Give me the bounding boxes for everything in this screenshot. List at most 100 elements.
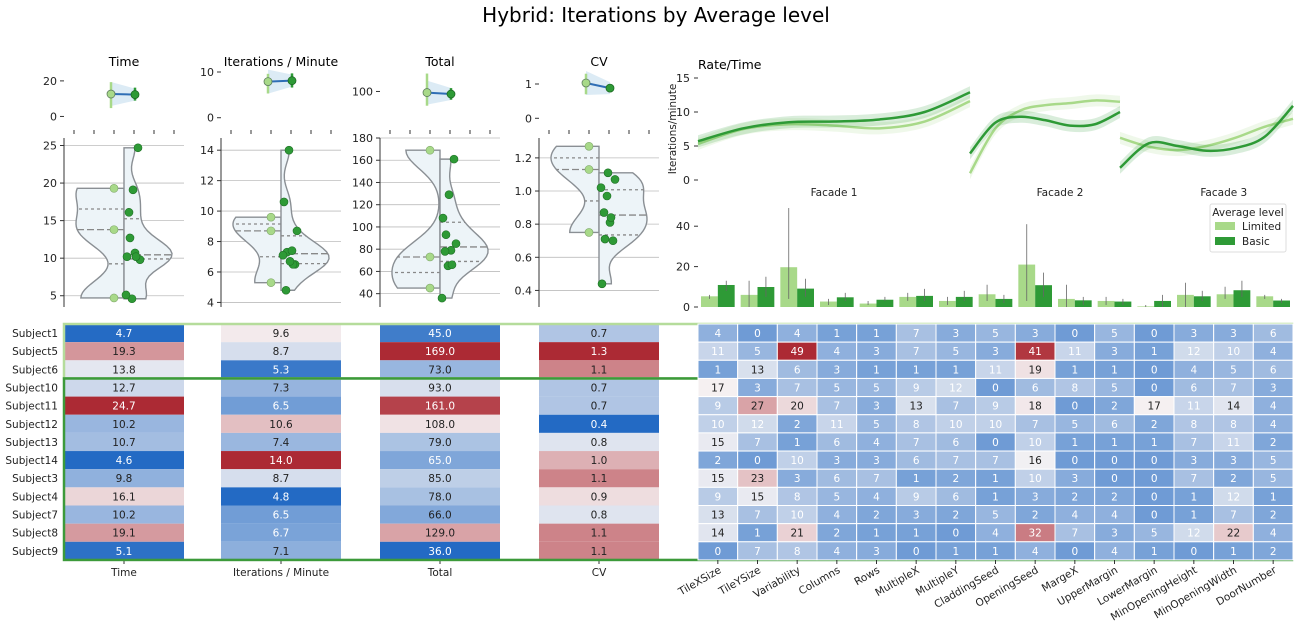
point-plots: Time 0 20 Iterations / Minute 0 10 Total 100 CV 0…: [43, 54, 650, 134]
violin-ytick-label: 0.8: [515, 218, 533, 231]
bar-basic: [717, 284, 735, 307]
heatmap-cell: [64, 360, 184, 379]
param-cell-label: 0: [1151, 491, 1158, 503]
violin-point-limited: [109, 184, 119, 193]
param-cell-label: 3: [754, 382, 761, 394]
param-cell-label: 1: [1071, 364, 1078, 376]
violin-point-basic: [603, 168, 613, 178]
violin-point-limited: [266, 212, 276, 222]
param-cell-label: 2: [952, 473, 959, 485]
line-facet-label: Facade 2: [1037, 187, 1084, 199]
param-cell-label: 4: [833, 510, 840, 522]
heatmap-cell: [221, 451, 341, 470]
violin-point-limited: [584, 228, 594, 237]
param-cell-label: 3: [1111, 528, 1118, 540]
param-cell-label: 4: [1071, 510, 1078, 522]
bar-basic: [1233, 290, 1251, 307]
heatmap-row-label: Subject1: [12, 328, 58, 340]
heatmap-row-label: Subject10: [5, 382, 58, 394]
param-cell-label: 4: [992, 528, 999, 540]
param-cell-label: 9: [992, 401, 999, 413]
param-cell-label: 15: [711, 437, 724, 449]
violin-point-limited: [584, 165, 594, 174]
param-cell-label: 7: [952, 401, 959, 413]
heatmap-cell: [539, 432, 659, 452]
param-cell-label: 2: [1270, 437, 1277, 449]
bar-basic: [1273, 300, 1290, 307]
param-cell-label: 4: [1270, 528, 1277, 540]
heatmap-cell: [64, 469, 184, 488]
violin-ytick-label: 180: [352, 132, 373, 145]
param-cell-label: 1: [833, 328, 840, 340]
heatmap-cell: [380, 342, 500, 361]
param-cell-label: 16: [1028, 455, 1042, 467]
violin-point-basic: [451, 239, 461, 248]
heatmap-cell-label: 108.0: [425, 419, 455, 431]
param-cell-label: 7: [833, 401, 840, 413]
param-cell-label: 8: [794, 491, 801, 503]
bar-ytick-label: 40: [676, 220, 690, 233]
param-cell-label: 3: [794, 473, 801, 485]
param-cell-label: 5: [1071, 419, 1078, 431]
heatmap-cell: [380, 378, 500, 397]
param-cell-label: 2: [1270, 546, 1277, 558]
line-ci-band: [698, 86, 970, 148]
heatmap-cell: [221, 360, 341, 379]
pointplot-point-limited: [422, 88, 432, 97]
heatmap-column-label: Time: [110, 567, 137, 579]
param-cell-label: 9: [913, 382, 920, 394]
violin-half-basic: [439, 158, 489, 299]
heatmap-cell-label: 79.0: [428, 437, 451, 449]
param-cell-label: 6: [1111, 419, 1118, 431]
param-cell-label: 1: [754, 528, 761, 540]
violin-point-basic: [279, 197, 289, 207]
param-cell-label: 1: [714, 364, 721, 376]
param-cell-label: 3: [873, 401, 880, 413]
violin-point-limited: [425, 283, 435, 293]
violin-ytick-label: 120: [352, 199, 373, 212]
param-cell-label: 6: [794, 364, 801, 376]
heatmap-cell-label: 0.4: [591, 419, 608, 431]
param-cell-label: 11: [711, 346, 724, 358]
param-column-label: Rows: [852, 564, 882, 588]
heatmap-cell: [539, 541, 659, 560]
param-cell-label: 4: [873, 491, 880, 503]
figure-title: Hybrid: Iterations by Average level: [482, 3, 830, 27]
violin-point-basic: [125, 233, 135, 243]
param-cell-label: 0: [1071, 546, 1078, 558]
violin-half-basic: [598, 172, 648, 285]
param-cell-label: 9: [714, 401, 721, 413]
param-cell-label: 7: [1190, 437, 1197, 449]
line-series-limited: [1119, 117, 1294, 152]
violin-ytick-label: 1.2: [515, 152, 533, 165]
heatmap-cell-label: 14.0: [269, 455, 292, 467]
param-cell-label: 6: [1190, 382, 1197, 394]
param-cell-label: 5: [833, 382, 840, 394]
violin-point-limited: [266, 226, 276, 236]
violin-ytick-label: 14: [200, 144, 214, 157]
param-cell-label: 2: [1111, 401, 1118, 413]
line-ci-band: [1120, 112, 1293, 157]
heatmap-column-label: Total: [427, 567, 453, 579]
param-cell-label: 3: [1190, 328, 1197, 340]
param-cell-label: 1: [913, 528, 920, 540]
line-ytick-label: 0: [683, 174, 690, 187]
param-cell-label: 10: [790, 455, 803, 467]
param-cell-label: 1: [913, 473, 920, 485]
param-cell-label: 7: [754, 437, 761, 449]
line-ci-band: [1120, 99, 1293, 174]
heatmap-cell-label: 161.0: [425, 401, 455, 413]
param-cell-label: 5: [1230, 364, 1237, 376]
param-cell-label: 0: [1151, 510, 1158, 522]
violin-half-basic: [123, 147, 173, 300]
line-series-limited: [968, 99, 1121, 174]
heatmap-cell: [64, 414, 184, 433]
param-cell-label: 3: [873, 455, 880, 467]
param-cell-label: 9: [714, 491, 721, 503]
param-cell-label: 7: [1230, 382, 1237, 394]
param-cell-label: 0: [1151, 455, 1158, 467]
param-column-label: Columns: [797, 564, 843, 597]
violin-point-basic: [608, 236, 618, 246]
heatmap-cell: [380, 487, 500, 506]
